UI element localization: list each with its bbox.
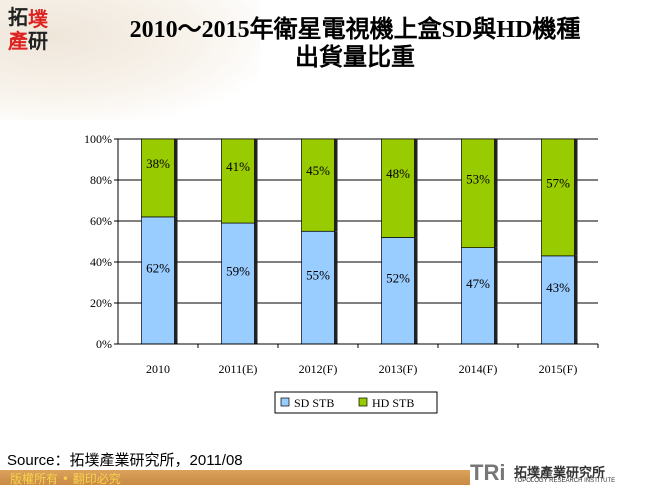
bar-hd-stb: [221, 138, 255, 224]
x-tick-label: 2012(F): [299, 362, 338, 376]
bar-hd-stb: [461, 138, 495, 249]
bar-hd-stb: [141, 138, 175, 218]
title-line-1: 2010～2015年衛星電視機上盒SD與HD機種: [129, 17, 581, 43]
bar-sd-stb: [141, 216, 175, 345]
bar-sd-stb: [301, 230, 335, 345]
data-label: 62%: [146, 260, 170, 275]
bar-hd-stb: [541, 138, 575, 257]
bar-shadow: [174, 216, 178, 344]
x-tick-label: 2014(F): [459, 362, 498, 376]
x-tick-label: 2010: [146, 362, 170, 376]
footer-bar: 版權所有 • 翻印必究: [0, 470, 470, 486]
bar-shadow: [574, 255, 578, 344]
bar-shadow: [174, 139, 178, 217]
legend-box: [274, 391, 438, 414]
bar-sd-stb: [381, 237, 415, 345]
data-label: 38%: [146, 156, 170, 171]
bar-shadow: [414, 139, 418, 238]
bar-shadow: [254, 223, 258, 344]
bar-sd-stb: [461, 247, 495, 345]
y-tick-label: 80%: [90, 173, 112, 187]
data-label: 57%: [546, 175, 570, 190]
legend-swatch: [280, 397, 290, 407]
bar-sd-stb: [221, 222, 255, 345]
bar-shadow: [254, 139, 258, 224]
data-label: 55%: [306, 268, 330, 283]
y-tick-label: 20%: [90, 296, 112, 310]
x-tick-label: 2015(F): [539, 362, 578, 376]
bar-shadow: [494, 139, 498, 248]
y-tick-label: 100%: [84, 132, 112, 146]
tri-name: 拓墣產業研究所: [514, 465, 606, 480]
data-label: 48%: [386, 166, 410, 181]
copyright-text: 版權所有 • 翻印必究: [10, 472, 121, 486]
y-tick-label: 40%: [90, 255, 112, 269]
x-tick-label: 2011(E): [219, 362, 258, 376]
data-label: 53%: [466, 171, 490, 186]
legend-swatch: [358, 397, 368, 407]
bar-hd-stb: [381, 138, 415, 238]
bar-shadow: [334, 231, 338, 344]
source-note: Source：拓墣產業研究所，2011/08: [7, 452, 243, 469]
background-decoration: [0, 0, 260, 120]
chart-title: 2010～2015年衛星電視機上盒SD與HD機種 出貨量比重: [60, 16, 650, 72]
bar-shadow: [494, 247, 498, 344]
title-line-2: 出貨量比重: [295, 45, 415, 71]
y-tick-label: 0%: [96, 337, 112, 351]
bar-shadow: [334, 139, 338, 232]
data-label: 59%: [226, 264, 250, 279]
y-tick-label: 60%: [90, 214, 112, 228]
legend-label: HD STB: [372, 396, 414, 410]
tri-english: TOPOLOGY RESEARCH INSTITUTE: [514, 478, 616, 484]
bar-shadow: [414, 237, 418, 344]
x-tick-label: 2013(F): [379, 362, 418, 376]
tri-footer-logo: TRi 拓墣產業研究所 TOPOLOGY RESEARCH INSTITUTE: [470, 460, 615, 486]
tri-logo-badge: 拓墣 產研: [8, 5, 48, 53]
data-label: 41%: [226, 159, 250, 174]
legend-label: SD STB: [294, 396, 334, 410]
bar-shadow: [574, 139, 578, 256]
bar-hd-stb: [301, 138, 335, 232]
data-label: 43%: [546, 280, 570, 295]
tri-logo-text: TRi: [470, 460, 506, 485]
data-label: 47%: [466, 276, 490, 291]
bar-sd-stb: [541, 255, 575, 345]
data-label: 52%: [386, 271, 410, 286]
data-label: 45%: [306, 163, 330, 178]
